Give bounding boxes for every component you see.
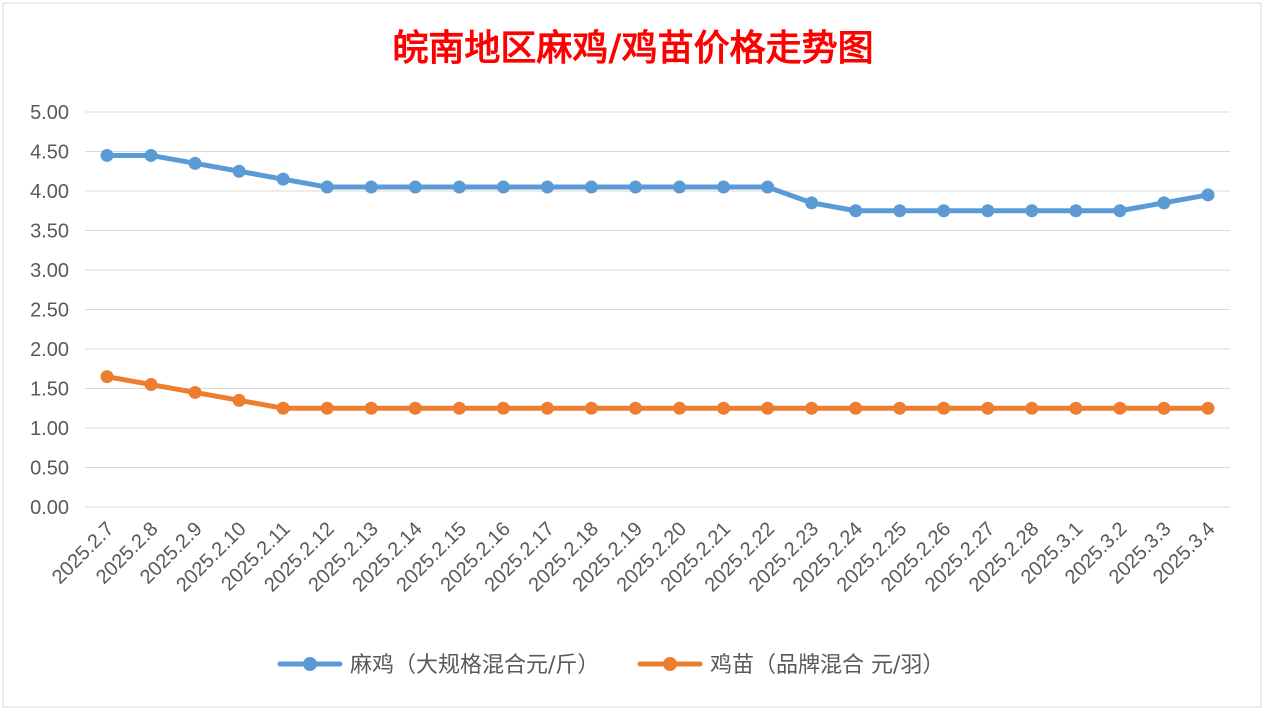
data-point — [1201, 401, 1215, 415]
data-point — [320, 180, 334, 194]
series-line — [104, 374, 1211, 411]
data-point — [276, 172, 290, 186]
y-tick-label: 0.00 — [30, 497, 69, 519]
data-point — [981, 204, 995, 218]
data-point — [540, 180, 554, 194]
data-point — [673, 401, 687, 415]
data-point — [1025, 204, 1039, 218]
data-point — [805, 196, 819, 210]
data-point — [1025, 401, 1039, 415]
data-point — [364, 180, 378, 194]
data-point — [144, 378, 158, 392]
y-tick-label: 2.50 — [30, 300, 69, 322]
data-point — [232, 393, 246, 407]
series-layer — [100, 148, 1215, 415]
data-point — [232, 164, 246, 178]
data-point — [452, 180, 466, 194]
legend-label: 鸡苗（品牌混合 元/羽） — [710, 653, 944, 678]
data-point — [849, 204, 863, 218]
y-tick-label: 0.50 — [30, 458, 69, 480]
y-tick-label: 2.00 — [30, 339, 69, 361]
data-point — [540, 401, 554, 415]
data-point — [188, 156, 202, 170]
data-point — [1157, 401, 1171, 415]
data-point — [717, 401, 731, 415]
y-tick-label: 1.50 — [30, 379, 69, 401]
data-point — [1069, 401, 1083, 415]
data-point — [761, 180, 775, 194]
data-point — [188, 385, 202, 399]
legend-item-2: 鸡苗（品牌混合 元/羽） — [637, 653, 944, 678]
data-point — [100, 148, 114, 162]
y-tick-label: 3.00 — [30, 260, 69, 282]
y-tick-label: 3.50 — [30, 221, 69, 243]
data-point — [981, 401, 995, 415]
data-point — [276, 401, 290, 415]
data-point — [496, 401, 510, 415]
legend-swatch-marker — [663, 657, 677, 671]
data-point — [408, 401, 422, 415]
data-point — [628, 180, 642, 194]
data-point — [408, 180, 422, 194]
data-point — [1157, 196, 1171, 210]
data-point — [849, 401, 863, 415]
y-tick-label: 5.00 — [30, 102, 69, 124]
y-axis-tick-labels: 0.00 0.50 1.00 1.50 2.00 2.50 3.00 3.50 4.00 4.50… — [30, 102, 69, 519]
data-point — [144, 148, 158, 162]
data-point — [805, 401, 819, 415]
data-point — [1113, 204, 1127, 218]
data-point — [717, 180, 731, 194]
data-point — [628, 401, 642, 415]
series-2 — [100, 370, 1215, 415]
legend-swatch-marker — [303, 657, 317, 671]
data-point — [761, 401, 775, 415]
y-tick-label: 1.00 — [30, 418, 69, 440]
data-point — [893, 401, 907, 415]
data-point — [1069, 204, 1083, 218]
data-point — [1201, 188, 1215, 202]
data-point — [937, 401, 951, 415]
series-line — [104, 152, 1211, 214]
data-point — [673, 180, 687, 194]
chart-title: 皖南地区麻鸡/鸡苗价格走势图 — [392, 27, 873, 69]
data-point — [1113, 401, 1127, 415]
legend: 麻鸡（大规格混合元/斤） 鸡苗（品牌混合 元/羽） — [277, 653, 944, 678]
series-1 — [100, 148, 1215, 218]
grid-layer — [85, 111, 1230, 508]
data-point — [320, 401, 334, 415]
legend-item-1: 麻鸡（大规格混合元/斤） — [277, 653, 599, 678]
data-point — [496, 180, 510, 194]
data-point — [100, 370, 114, 384]
data-point — [893, 204, 907, 218]
data-point — [937, 204, 951, 218]
data-point — [452, 401, 466, 415]
legend-label: 麻鸡（大规格混合元/斤） — [350, 653, 599, 678]
y-tick-label: 4.50 — [30, 142, 69, 164]
y-tick-label: 4.00 — [30, 181, 69, 203]
data-point — [364, 401, 378, 415]
data-point — [584, 401, 598, 415]
data-point — [584, 180, 598, 194]
